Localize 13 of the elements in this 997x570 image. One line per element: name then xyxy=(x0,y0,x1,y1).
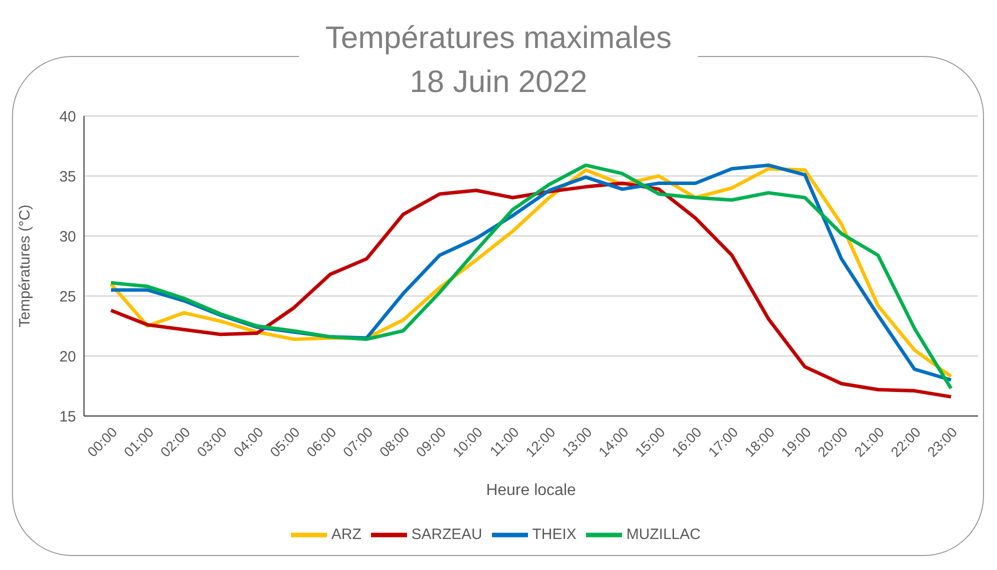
y-axis-title: Températures (°C) xyxy=(16,204,34,328)
y-tick-label: 35 xyxy=(59,168,76,186)
x-axis-title: Heure locale xyxy=(486,482,576,499)
y-tick-label: 20 xyxy=(59,348,76,366)
y-tick-label: 40 xyxy=(59,108,76,126)
legend-label: MUZILLAC xyxy=(626,526,701,543)
y-tick-label: 25 xyxy=(59,288,76,306)
y-tick-label: 30 xyxy=(59,228,76,246)
legend-label: THEIX xyxy=(532,526,576,543)
chart-title: Températures maximales 18 Juin 2022 xyxy=(325,19,672,101)
y-tick-label: 15 xyxy=(59,408,76,426)
legend-label: ARZ xyxy=(331,526,362,543)
legend-label: SARZEAU xyxy=(411,526,482,543)
